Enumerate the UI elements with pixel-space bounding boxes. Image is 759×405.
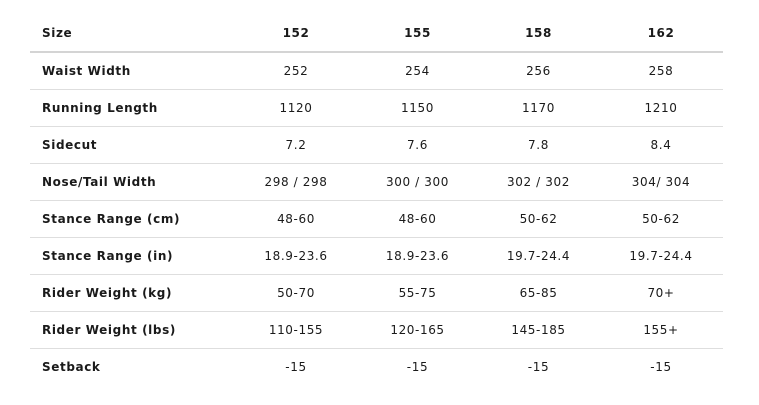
row-label: Sidecut [42, 138, 98, 152]
table-cell: 155+ [643, 323, 679, 337]
table-cell: 48-60 [277, 212, 315, 226]
row-label: Stance Range (cm) [42, 212, 181, 226]
table-row: Setback -15 -15 -15 -15 [30, 349, 723, 385]
header-cell: 158 [525, 26, 552, 40]
table-cell: 252 [283, 64, 309, 78]
table-cell: 18.9-23.6 [264, 249, 328, 263]
table-cell: 302 / 302 [507, 175, 570, 189]
table-cell: 50-62 [519, 212, 558, 226]
table-cell: 65-85 [519, 286, 558, 300]
table-cell: 48-60 [398, 212, 437, 226]
table-cell: 1210 [644, 101, 678, 115]
table-cell: 70+ [647, 286, 675, 300]
header-cell: 155 [404, 26, 431, 40]
table-cell: 110-155 [268, 323, 324, 337]
table-row: Rider Weight (kg) 50-70 55-75 65-85 70+ [30, 275, 723, 312]
table-cell: 254 [405, 64, 430, 78]
table-cell: 304/ 304 [631, 175, 691, 189]
table-cell: 18.9-23.6 [385, 249, 450, 263]
row-label: Nose/Tail Width [42, 175, 157, 189]
table-cell: 1120 [279, 101, 313, 115]
row-label: Rider Weight (lbs) [42, 323, 176, 337]
table-row: Sidecut 7.2 7.6 7.8 8.4 [30, 127, 723, 164]
table-cell: 7.6 [407, 138, 428, 152]
row-label: Stance Range (in) [42, 249, 174, 263]
table-cell: 256 [526, 64, 551, 78]
table-cell: 55-75 [398, 286, 437, 300]
table-cell: -15 [406, 360, 429, 374]
table-row: Nose/Tail Width 298 / 298 300 / 300 302 / 3… [30, 164, 723, 201]
header-cell: 162 [647, 26, 675, 40]
table-row: Stance Range (cm) 48-60 48-60 50-62 50-62 [30, 201, 723, 238]
table-row: Waist Width 252 254 256 258 [30, 53, 723, 90]
header-label: Size [42, 26, 73, 40]
table-cell: 258 [648, 64, 674, 78]
table-cell: 50-62 [642, 212, 680, 226]
table-cell: 7.8 [528, 138, 549, 152]
table-row: Stance Range (in) 18.9-23.6 18.9-23.6 19.7-… [30, 238, 723, 275]
row-label: Running Length [42, 101, 158, 115]
table-cell: 19.7-24.4 [629, 249, 693, 263]
table-row: Running Length 1120 1150 1170 1210 [30, 90, 723, 127]
table-cell: 8.4 [650, 138, 672, 152]
table-cell: 300 / 300 [386, 175, 449, 189]
table-cell: -15 [650, 360, 672, 374]
size-spec-table: Size 152 155 158 162 Waist Width 252 254 25… [30, 15, 723, 385]
table-cell: -15 [285, 360, 307, 374]
row-label: Rider Weight (kg) [42, 286, 173, 300]
table-cell: 7.2 [285, 138, 307, 152]
header-cell: 152 [282, 26, 310, 40]
table-cell: 145-185 [511, 323, 566, 337]
table-header-row: Size 152 155 158 162 [30, 15, 723, 53]
table-cell: 50-70 [277, 286, 315, 300]
table-cell: 19.7-24.4 [506, 249, 571, 263]
table-cell: 1150 [401, 101, 434, 115]
table-cell: 298 / 298 [264, 175, 328, 189]
table-cell: -15 [527, 360, 550, 374]
table-cell: 1170 [522, 101, 555, 115]
row-label: Waist Width [42, 64, 131, 78]
table-cell: 120-165 [390, 323, 445, 337]
row-label: Setback [42, 360, 101, 374]
table-row: Rider Weight (lbs) 110-155 120-165 145-185 1… [30, 312, 723, 349]
